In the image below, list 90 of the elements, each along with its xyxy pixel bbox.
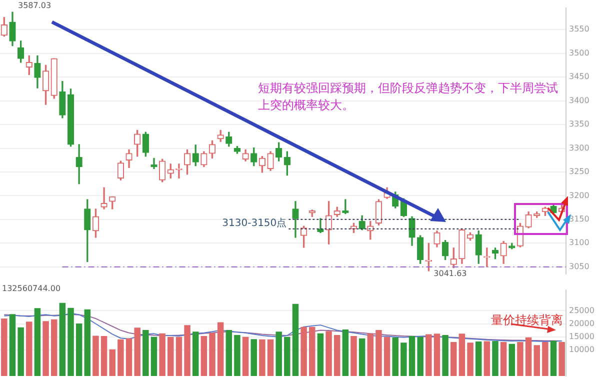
y-tick-label: 10000 [569, 344, 594, 354]
bar [259, 339, 266, 376]
bar [292, 304, 299, 376]
y-tick-label: 3400 [569, 96, 590, 105]
candlestick [100, 187, 108, 210]
bar [458, 334, 466, 376]
bar [376, 330, 382, 376]
bar [300, 326, 307, 376]
bar [100, 336, 108, 376]
bar [50, 319, 58, 376]
bar [118, 339, 124, 376]
bar [384, 336, 390, 376]
bar [76, 323, 82, 376]
y-tick-label: 3100 [569, 238, 590, 248]
bar [68, 308, 74, 376]
bar [209, 332, 216, 376]
bar [217, 322, 224, 376]
bar [434, 334, 440, 376]
bar [367, 333, 374, 376]
bar [59, 302, 66, 376]
bar [18, 327, 24, 376]
bar [334, 334, 340, 376]
y-tick-label: 3550 [569, 24, 590, 34]
annotation: 短期有较强回踩预期，但阶段反弹趋势不变，下半周尝试上突的概率较大。 [258, 81, 558, 112]
y-tick-label: 3450 [569, 72, 590, 82]
bar [42, 321, 49, 376]
bar [467, 342, 474, 376]
bar [168, 336, 174, 376]
bar [392, 337, 398, 376]
bar [250, 339, 257, 376]
annotation: 132560744.00 [2, 284, 61, 294]
y-tick-label: 3300 [569, 143, 590, 152]
bar [442, 334, 448, 376]
bar [542, 342, 548, 376]
bar [142, 330, 149, 376]
ref-line-label: 3130-3150点 [222, 217, 287, 230]
bar [200, 336, 208, 376]
y-tick-label: 15000 [569, 332, 594, 341]
y-tick-label: 3150 [569, 214, 590, 224]
bar [284, 336, 290, 376]
bar [358, 338, 366, 376]
bar [400, 342, 407, 376]
bar [126, 338, 132, 376]
y-tick-label: 3250 [569, 167, 590, 176]
bar [317, 333, 324, 376]
bar [450, 342, 457, 376]
bar [242, 336, 249, 376]
bar [276, 332, 282, 376]
bar [534, 345, 540, 376]
bar [1, 318, 8, 376]
bar [84, 309, 91, 376]
bar [267, 339, 274, 376]
bar [192, 332, 199, 376]
bar [484, 341, 490, 376]
candlestick [76, 144, 82, 184]
y-tick-label: 25000 [569, 306, 594, 315]
bar [150, 336, 158, 376]
annotation: 3587.03 [18, 1, 52, 10]
y-tick-label: 3050 [569, 262, 590, 271]
bar [492, 341, 498, 376]
bar [9, 314, 16, 376]
bar [184, 325, 190, 376]
bar [550, 340, 557, 376]
bar [558, 342, 565, 376]
bar [408, 336, 416, 376]
bar [92, 336, 99, 376]
y-tick-label: 3200 [569, 190, 590, 200]
bar [134, 328, 140, 376]
bar [226, 330, 232, 376]
bar [500, 342, 507, 376]
bar [26, 322, 32, 376]
bar [417, 336, 424, 376]
bar [34, 308, 41, 376]
bar [326, 331, 332, 376]
bar [109, 349, 116, 376]
bar [176, 336, 182, 376]
bar [342, 330, 349, 376]
bar [350, 336, 357, 376]
bar [517, 342, 524, 376]
bar [309, 326, 316, 376]
bar [508, 344, 516, 376]
bar [159, 333, 166, 376]
bar [525, 337, 532, 376]
bar [475, 342, 482, 376]
y-tick-label: 3500 [569, 48, 590, 58]
y-tick-label: 20000 [569, 318, 594, 328]
bar [234, 334, 240, 376]
y-tick-label: 3350 [569, 120, 590, 129]
bar [426, 334, 432, 376]
annotation: 3041.63 [434, 268, 467, 278]
